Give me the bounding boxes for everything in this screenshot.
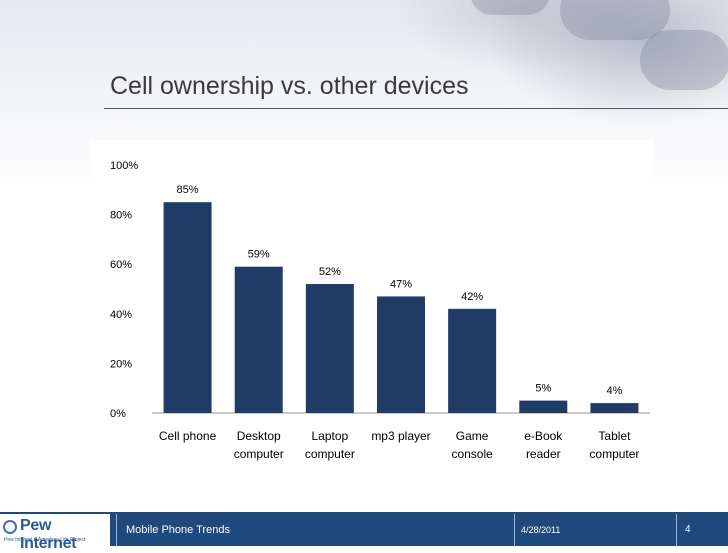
logo: Pew Internet Pew Internet & American Lif…	[0, 514, 110, 552]
footer-title: Mobile Phone Trends	[126, 524, 230, 536]
category-label: computer	[589, 447, 639, 461]
y-tick-label: 80%	[110, 210, 132, 222]
keypad-decoration	[560, 0, 670, 40]
y-tick-label: 100%	[110, 160, 138, 172]
bar	[377, 296, 425, 413]
category-label: computer	[234, 447, 284, 461]
bar	[163, 202, 212, 413]
logo-subtext: Pew Internet & American Life Project	[4, 537, 86, 543]
data-label: 59%	[248, 249, 270, 261]
data-label: 85%	[177, 184, 199, 196]
logo-icon	[3, 520, 17, 534]
y-tick-label: 20%	[110, 358, 132, 370]
page-number: 4	[685, 524, 691, 535]
category-label: Cell phone	[159, 429, 217, 443]
category-label: Game	[456, 429, 489, 443]
data-label: 52%	[319, 266, 341, 278]
category-label: reader	[526, 447, 561, 461]
category-label: Desktop	[237, 429, 281, 443]
footer-divider	[116, 514, 117, 546]
logo-text: Pew Internet	[20, 517, 77, 552]
category-label: mp3 player	[371, 429, 430, 443]
title-divider	[104, 108, 728, 109]
category-label: e-Book	[524, 429, 563, 443]
footer-date: 4/28/2011	[521, 525, 561, 535]
category-label: computer	[305, 447, 355, 461]
chart-panel: 0% 20% 40% 60% 80% 100% 85% Cell phone 59% Deskto…	[90, 140, 654, 475]
bar	[590, 403, 639, 413]
footer-divider	[676, 514, 677, 546]
keypad-decoration	[640, 30, 728, 90]
y-tick-label: 0%	[110, 408, 126, 420]
y-tick-label: 40%	[110, 309, 132, 321]
data-label: 5%	[535, 383, 551, 395]
bar	[305, 284, 354, 413]
bar-chart: 0% 20% 40% 60% 80% 100% 85% Cell phone 59% Deskto…	[110, 160, 650, 461]
footer-divider	[514, 514, 515, 546]
data-label: 47%	[390, 278, 412, 290]
bar	[448, 308, 497, 413]
category-label: Tablet	[598, 429, 631, 443]
y-tick-label: 60%	[110, 259, 132, 271]
data-label: 4%	[606, 385, 622, 397]
category-label: console	[451, 447, 493, 461]
data-label: 42%	[461, 291, 483, 303]
bar	[519, 400, 568, 413]
keypad-decoration	[470, 0, 550, 15]
bar	[234, 266, 283, 413]
category-label: Laptop	[312, 429, 349, 443]
footer-bar	[0, 512, 728, 546]
slide-title: Cell ownership vs. other devices	[110, 72, 469, 100]
